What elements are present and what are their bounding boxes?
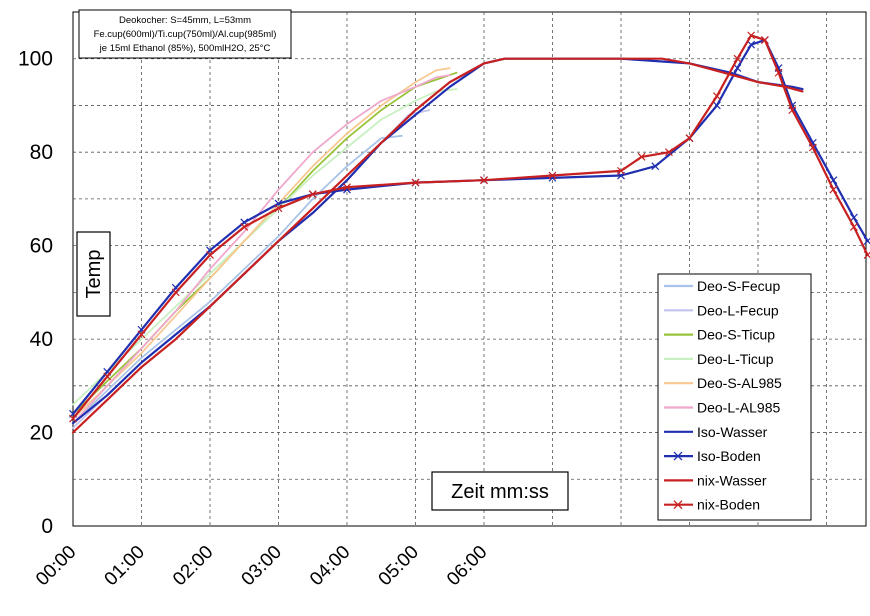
series-point-marker [617, 166, 625, 175]
series-point-marker [747, 40, 756, 49]
series-line [71, 57, 804, 425]
series-point-marker [774, 68, 783, 77]
series-point-marker [637, 152, 646, 161]
legend-marker [673, 451, 683, 461]
series-iso-wasser [71, 57, 804, 425]
series-point-marker [240, 223, 249, 231]
series-point-marker [171, 288, 180, 297]
x-axis-ticks: 00:00 01:00 02:00 03:00 04:00 05:00 06:00 [32, 542, 491, 590]
x-tick-label: 06:00 [443, 542, 491, 590]
series-point-marker [712, 101, 721, 110]
legend-label: Iso-Boden [697, 448, 761, 464]
y-tick-label: 0 [41, 515, 53, 538]
series-point-marker [849, 223, 858, 231]
series-line [72, 74, 451, 425]
series-point-marker [829, 185, 838, 194]
legend-label: Deo-S-Fecup [697, 278, 780, 294]
series-deo-l-al985 [72, 74, 451, 425]
series-point-marker [411, 178, 420, 187]
series-line [71, 34, 869, 420]
series-nix-wasser [71, 57, 804, 434]
title-line-3: je 15ml Ethanol (85%), 500mlH2O, 25°C [99, 43, 271, 54]
legend-label: nix-Boden [697, 497, 760, 513]
series-point-marker [651, 162, 660, 171]
x-tick-label: 04:00 [306, 542, 354, 590]
legend-label: Deo-L-AL985 [697, 400, 780, 416]
series-point-marker [747, 31, 756, 40]
series-point-marker [308, 190, 317, 199]
series-point-marker [548, 171, 557, 180]
series-line [72, 134, 403, 425]
series-point-marker [665, 148, 673, 157]
legend-items: Deo-S-Fecup Deo-L-Fecup Deo-S-Ticup Deo-L-T… [664, 278, 782, 513]
y-tick-label: 60 [30, 235, 53, 258]
y-tick-label: 40 [30, 328, 53, 351]
series-point-marker [808, 143, 817, 152]
legend-label: Deo-L-Fecup [697, 302, 779, 318]
title-line-1: Deokocher: S=45mm, L=53mm [119, 15, 251, 26]
series-nix-boden [69, 31, 870, 423]
legend-label: nix-Wasser [697, 472, 767, 488]
series-point-marker [733, 54, 742, 63]
legend-label: Deo-S-Ticup [697, 327, 775, 343]
series-point-marker [103, 372, 112, 381]
legend-label: Iso-Wasser [697, 424, 768, 440]
series-point-marker [137, 330, 146, 339]
series-line [71, 57, 804, 434]
y-axis-ticks: 0 20 40 60 80 100 [18, 48, 53, 538]
x-tick-label: 03:00 [238, 542, 286, 590]
x-tick-label: 00:00 [32, 542, 80, 590]
series-point-marker [206, 251, 214, 259]
legend-label: Deo-S-AL985 [697, 375, 782, 391]
x-tick-label: 02:00 [169, 542, 217, 590]
series-point-marker [849, 213, 858, 222]
x-axis-label: Zeit mm:ss [451, 481, 549, 503]
series-deo-s-fecup [72, 134, 403, 425]
x-tick-label: 01:00 [101, 542, 149, 590]
series-point-marker [274, 204, 283, 213]
series-point-marker [733, 64, 742, 72]
x-axis-label-box: Zeit mm:ss [431, 471, 569, 511]
y-axis-label: Temp [83, 250, 105, 299]
y-tick-label: 100 [18, 48, 53, 71]
series-point-marker [685, 134, 694, 143]
series-point-marker [788, 106, 797, 115]
series-group [69, 31, 870, 434]
series-point-marker [343, 183, 351, 192]
y-axis-label-box: Temp [76, 231, 111, 317]
series-point-marker [480, 176, 488, 185]
y-tick-label: 20 [30, 422, 53, 445]
title-box: Deokocher: S=45mm, L=53mm Fe.cup(600ml)/… [78, 9, 292, 59]
title-line-2: Fe.cup(600ml)/Ti.cup(750ml)/Al.cup(985ml… [94, 29, 277, 40]
legend-label: Deo-L-Ticup [697, 351, 774, 367]
legend: Deo-S-Fecup Deo-L-Fecup Deo-S-Ticup Deo-L-T… [657, 273, 812, 521]
legend-marker [673, 500, 683, 510]
x-tick-label: 05:00 [375, 542, 423, 590]
series-point-marker [712, 92, 721, 101]
series-point-marker [69, 414, 77, 423]
y-tick-label: 80 [30, 141, 53, 164]
series-point-marker [760, 36, 769, 44]
